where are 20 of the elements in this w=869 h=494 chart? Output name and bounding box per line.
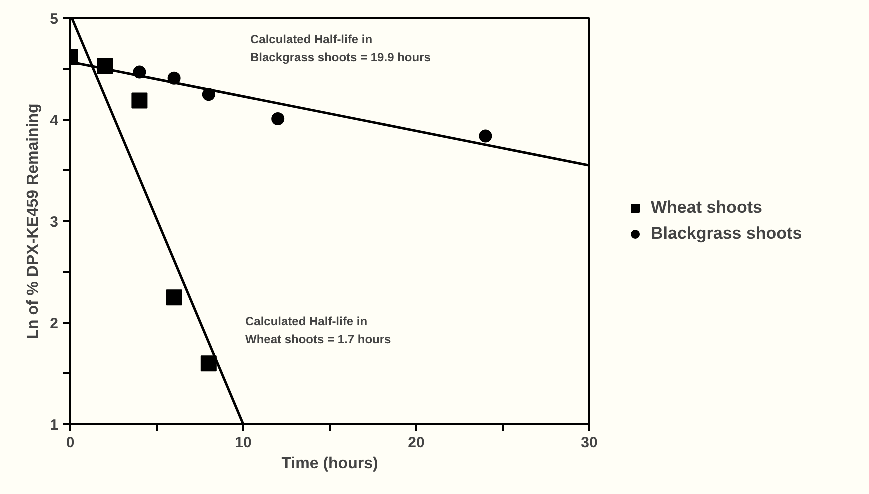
y-axis-title: Ln of % DPX-KE459 Remaining <box>25 104 42 340</box>
y-tick-label: 4 <box>50 112 60 130</box>
x-tick-label: 10 <box>235 434 252 452</box>
point <box>166 290 182 306</box>
annotation: Calculated Half-life in Wheat shoots = 1.7 hours <box>246 314 392 347</box>
x-tick-label: 20 <box>408 434 425 452</box>
x-tick-label: 0 <box>66 434 75 452</box>
legend-label: Wheat shoots <box>651 198 762 218</box>
y-tick-label: 5 <box>50 11 58 28</box>
legend-label: Blackgrass shoots <box>651 224 802 244</box>
point <box>132 92 148 109</box>
point <box>200 356 217 372</box>
x-tick-label: 30 <box>581 434 598 452</box>
y-tick-label: 1 <box>50 417 58 434</box>
y-tick-label: 2 <box>50 316 58 332</box>
annotation: Calculated Half-life in Blackgrass shoots = 19.9 hours <box>250 32 432 65</box>
x-axis-title: Time (hours) <box>282 456 378 472</box>
point <box>479 130 492 143</box>
y-tick-label: 3 <box>50 214 58 231</box>
point <box>272 112 285 126</box>
